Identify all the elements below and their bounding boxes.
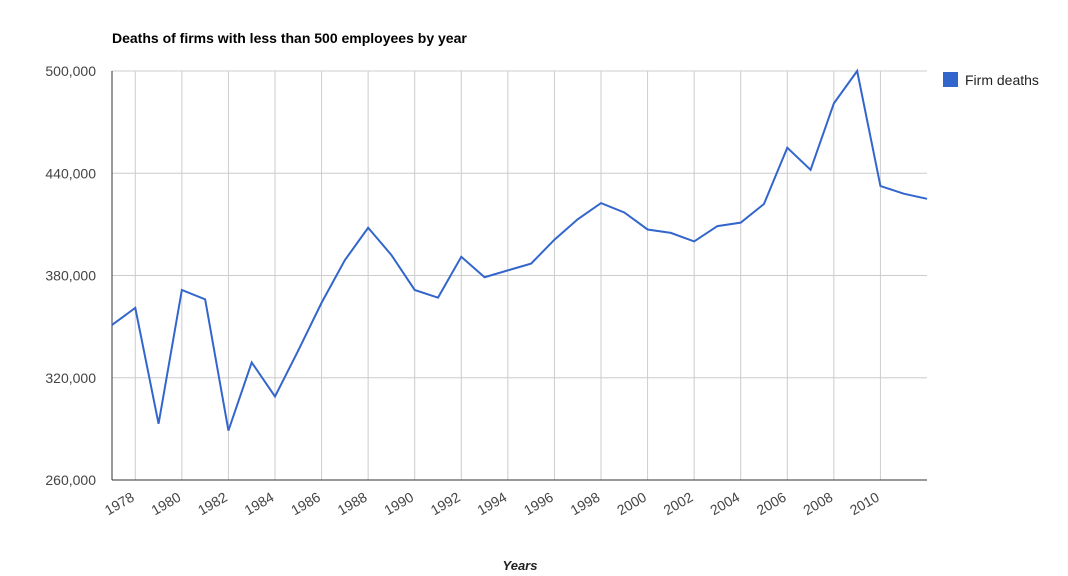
x-tick-label: 2008 — [800, 489, 835, 519]
x-tick-label: 1996 — [521, 489, 556, 519]
y-tick-label: 320,000 — [45, 370, 96, 386]
x-tick-label: 1986 — [288, 489, 323, 519]
x-axis-title: Years — [503, 558, 538, 573]
x-tick-label: 2010 — [847, 489, 882, 519]
x-tick-label: 2000 — [614, 489, 649, 519]
x-tick-label: 1990 — [381, 489, 416, 519]
x-tick-label: 1994 — [474, 489, 509, 519]
x-tick-label: 1978 — [102, 489, 137, 519]
x-tick-label: 1984 — [242, 489, 277, 519]
legend-swatch — [943, 72, 958, 87]
x-tick-label: 1988 — [335, 489, 370, 519]
x-tick-label: 2006 — [754, 489, 789, 519]
x-tick-label: 1980 — [148, 489, 183, 519]
x-tick-label: 1998 — [568, 489, 603, 519]
data-line — [111, 68, 928, 431]
y-tick-label: 500,000 — [45, 63, 96, 79]
legend-label: Firm deaths — [965, 72, 1039, 88]
x-tick-label: 1992 — [428, 489, 463, 519]
y-tick-label: 380,000 — [45, 268, 96, 284]
x-tick-label: 2004 — [707, 489, 742, 519]
chart-title: Deaths of firms with less than 500 emplo… — [112, 30, 467, 46]
x-tick-label: 2002 — [661, 489, 696, 519]
y-tick-label: 260,000 — [45, 472, 96, 488]
y-tick-label: 440,000 — [45, 165, 96, 181]
x-tick-label: 1982 — [195, 489, 230, 519]
